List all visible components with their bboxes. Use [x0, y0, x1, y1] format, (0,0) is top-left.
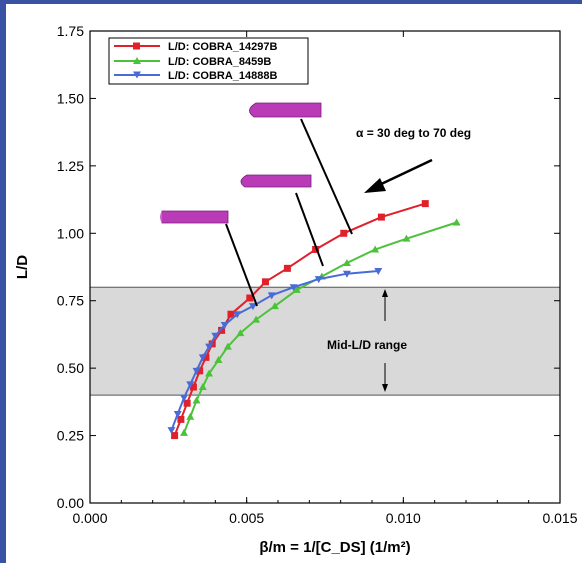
- data-point: [292, 285, 301, 293]
- data-point: [218, 326, 226, 334]
- data-point: [171, 432, 179, 440]
- data-point: [173, 410, 182, 418]
- x-tick-label: 0.005: [229, 510, 264, 526]
- data-point: [205, 369, 214, 377]
- data-point: [270, 302, 279, 310]
- data-point: [192, 367, 201, 375]
- x-tick-label: 0.000: [72, 510, 107, 526]
- data-point: [233, 311, 242, 319]
- y-tick-label: 1.50: [57, 90, 84, 106]
- data-point: [180, 428, 188, 436]
- data-point: [223, 342, 232, 350]
- series-group: [167, 200, 461, 440]
- y-tick-label: 1.00: [57, 225, 84, 241]
- y-tick-label: 1.25: [57, 158, 84, 174]
- y-tick-label: 0.00: [57, 495, 84, 511]
- data-point: [314, 276, 323, 284]
- data-point: [283, 264, 291, 272]
- data-point: [340, 229, 348, 237]
- data-point: [377, 213, 385, 221]
- data-point: [186, 381, 195, 389]
- legend-marker-triangle-up: [133, 57, 141, 64]
- data-point: [289, 284, 298, 292]
- data-point: [189, 383, 197, 391]
- data-point: [252, 315, 261, 323]
- data-point: [202, 353, 210, 361]
- plot-area: [90, 31, 560, 503]
- data-point: [236, 329, 245, 337]
- mid-ld-band: [89, 286, 561, 396]
- data-point: [177, 415, 185, 423]
- vehicle-shape-2: [240, 174, 312, 188]
- y-tick-label: 0.75: [57, 293, 84, 309]
- x-axis-title: β/m = 1/[C_DS] (1/m²): [259, 539, 410, 556]
- data-point: [342, 270, 351, 278]
- y-tick-label: 0.50: [57, 360, 84, 376]
- legend: L/D: COBRA_14297B L/D: COBRA_8459B L/D: …: [108, 37, 309, 85]
- data-point: [183, 399, 191, 407]
- alpha-annotation: α = 30 deg to 70 deg: [356, 126, 471, 140]
- series-line-2: [183, 221, 457, 434]
- data-point: [371, 245, 380, 253]
- plot-border: [89, 30, 561, 504]
- band-arrows: [382, 289, 388, 392]
- data-point: [196, 367, 204, 375]
- data-point: [198, 354, 207, 362]
- data-point: [192, 396, 201, 404]
- legend-label-2: L/D: COBRA_8459B: [168, 56, 271, 68]
- data-point: [180, 394, 188, 402]
- y-tick-label: 1.75: [57, 23, 84, 39]
- data-point: [186, 412, 195, 420]
- data-point: [342, 258, 351, 266]
- x-tick-label: 0.010: [386, 510, 421, 526]
- frame-top-border: [0, 0, 582, 4]
- x-tick-label: 0.015: [542, 510, 577, 526]
- axes: 0.00 0.25 0.50 0.75 1.00 1.25 1.50 1.75 0.000 0.0…: [57, 23, 578, 526]
- frame-left-border: [0, 0, 6, 563]
- data-point: [167, 427, 176, 435]
- alpha-arrow: [364, 158, 433, 193]
- data-point: [227, 310, 235, 318]
- data-point: [421, 200, 429, 208]
- legend-marker-square: [133, 42, 140, 50]
- data-point: [211, 332, 220, 340]
- leader-line-2: [295, 192, 324, 267]
- data-point: [248, 303, 257, 311]
- data-point: [374, 268, 383, 276]
- data-point: [402, 234, 411, 242]
- data-point: [214, 356, 223, 364]
- legend-label-1: L/D: COBRA_14297B: [168, 41, 277, 53]
- vehicle-shape-1: [160, 210, 229, 224]
- data-point: [220, 321, 229, 329]
- data-point: [312, 245, 320, 253]
- y-tick-label: 0.25: [57, 428, 84, 444]
- leader-line-3: [300, 118, 353, 235]
- data-point: [452, 218, 461, 226]
- y-axis-title: L/D: [14, 255, 31, 279]
- data-point: [267, 292, 276, 300]
- data-point: [261, 278, 269, 286]
- legend-label-3: L/D: COBRA_14888B: [168, 70, 277, 82]
- band-label: Mid-L/D range: [327, 338, 407, 352]
- data-point: [198, 383, 207, 391]
- data-point: [205, 343, 214, 351]
- data-point: [246, 294, 254, 302]
- vehicle-shape-3: [249, 102, 322, 118]
- leader-line-1: [225, 223, 258, 307]
- series-line-3: [170, 270, 379, 431]
- legend-marker-triangle-down: [133, 71, 141, 79]
